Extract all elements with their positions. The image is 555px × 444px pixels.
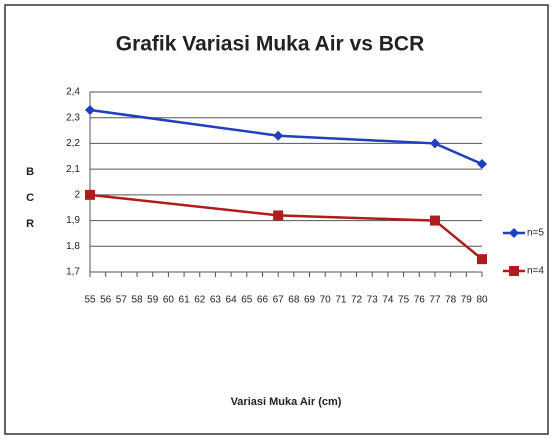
x-tick-label: 64 bbox=[226, 295, 238, 306]
data-point bbox=[273, 210, 284, 221]
x-tick-label: 67 bbox=[273, 295, 285, 306]
x-tick-label: 69 bbox=[304, 295, 316, 306]
y-tick-label: 2,1 bbox=[66, 164, 80, 175]
series-line bbox=[89, 193, 483, 261]
data-point bbox=[429, 215, 440, 226]
x-tick-label: 59 bbox=[147, 295, 159, 306]
series-line bbox=[89, 108, 483, 166]
legend-label: n=5 bbox=[527, 228, 544, 239]
y-tick-label: 1,7 bbox=[66, 267, 80, 278]
x-axis-label: Variasi Muka Air (cm) bbox=[231, 396, 342, 408]
data-point bbox=[85, 105, 95, 115]
chart-title: Grafik Variasi Muka Air vs BCR bbox=[116, 33, 425, 56]
y-tick-label: 2,2 bbox=[66, 138, 80, 149]
x-tick-label: 62 bbox=[194, 295, 206, 306]
x-tick-label: 73 bbox=[367, 295, 379, 306]
x-tick-label: 77 bbox=[429, 295, 441, 306]
x-tick-label: 70 bbox=[320, 295, 332, 306]
x-tick-label: 72 bbox=[351, 295, 363, 306]
y-tick-label: 1,8 bbox=[66, 241, 80, 252]
x-tick-label: 66 bbox=[257, 295, 269, 306]
x-tick-label: 63 bbox=[210, 295, 222, 306]
x-tick-label: 78 bbox=[445, 295, 457, 306]
x-tick-label: 56 bbox=[100, 295, 112, 306]
x-tick-label: 58 bbox=[131, 295, 143, 306]
data-point bbox=[85, 189, 95, 200]
x-tick-label: 55 bbox=[84, 295, 96, 306]
x-tick-label: 65 bbox=[241, 295, 253, 306]
legend-marker bbox=[509, 228, 519, 238]
y-tick-label: 1,9 bbox=[66, 215, 80, 226]
x-tick-label: 57 bbox=[116, 295, 128, 306]
x-tick-label: 71 bbox=[335, 295, 347, 306]
x-tick-label: 79 bbox=[461, 295, 473, 306]
x-tick-label: 80 bbox=[476, 295, 488, 306]
x-tick-label: 74 bbox=[382, 295, 394, 306]
x-tick-label: 61 bbox=[179, 295, 191, 306]
data-point bbox=[429, 138, 440, 149]
y-axis-label: BCR bbox=[24, 166, 36, 244]
y-tick-label: 2,4 bbox=[66, 87, 80, 98]
y-tick-label: 2 bbox=[74, 189, 80, 200]
legend-marker bbox=[509, 266, 519, 276]
data-point bbox=[273, 130, 284, 141]
data-point bbox=[477, 254, 487, 265]
x-tick-label: 60 bbox=[163, 295, 175, 306]
x-tick-label: 75 bbox=[398, 295, 410, 306]
x-tick-label: 68 bbox=[288, 295, 300, 306]
y-tick-label: 2,3 bbox=[66, 112, 80, 123]
x-tick-label: 76 bbox=[414, 295, 426, 306]
data-point bbox=[477, 159, 487, 169]
legend-label: n=4 bbox=[527, 266, 544, 277]
